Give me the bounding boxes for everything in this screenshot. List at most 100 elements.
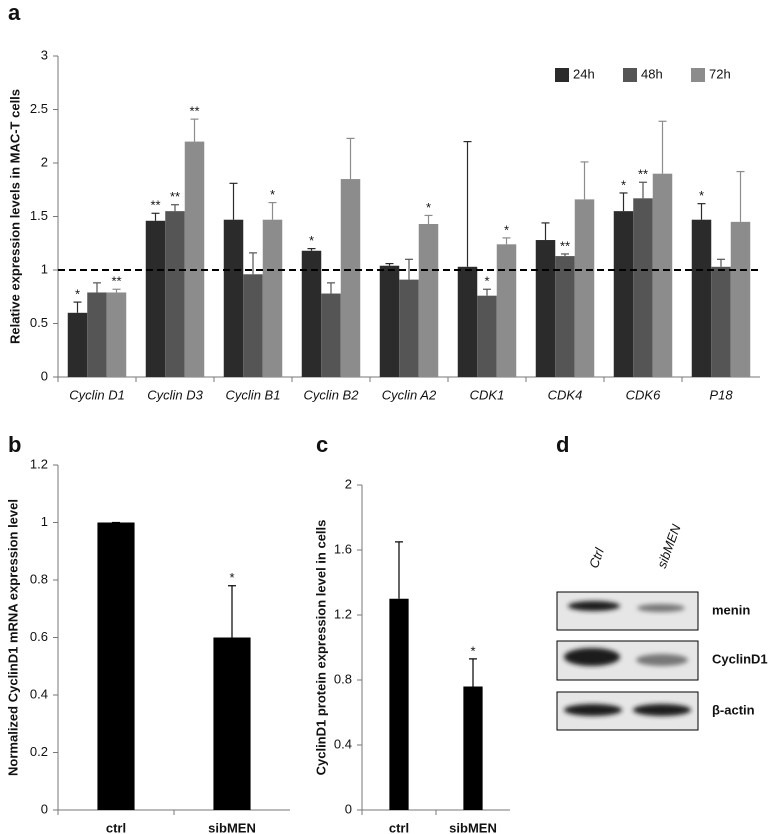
bar (652, 173, 673, 377)
bar (97, 522, 135, 810)
y-tick-label: 0.4 (334, 736, 352, 751)
bar (389, 598, 409, 810)
y-tick-label: 2 (41, 154, 48, 169)
y-axis-label: Relative expression levels in MAC-T cell… (7, 89, 22, 344)
significance-mark: * (270, 187, 275, 202)
panel-label: a (8, 0, 21, 25)
significance-mark: * (484, 274, 489, 289)
y-tick-label: 0.8 (30, 571, 48, 586)
y-tick-label: 0 (41, 368, 48, 383)
x-tick-label: CDK1 (470, 387, 505, 402)
x-tick-label: Cyclin D1 (69, 387, 125, 402)
significance-mark: * (229, 570, 234, 585)
y-tick-label: 1 (41, 514, 48, 529)
significance-mark: * (426, 200, 431, 215)
bar (213, 637, 251, 810)
bar (535, 240, 556, 377)
blot-membrane (556, 591, 699, 731)
bar (633, 198, 653, 377)
legend-label: 72h (709, 66, 731, 81)
bar (301, 250, 322, 377)
y-tick-label: 0 (41, 801, 48, 816)
significance-mark: * (470, 643, 475, 658)
legend-label: 24h (573, 66, 595, 81)
y-tick-label: 3 (41, 47, 48, 62)
y-tick-label: 1.6 (334, 541, 352, 556)
bar (165, 211, 185, 377)
significance-mark: ** (170, 189, 180, 204)
significance-mark: ** (189, 104, 199, 119)
bar (711, 266, 731, 377)
bar (184, 141, 205, 377)
significance-mark: * (309, 233, 314, 248)
legend-swatch (555, 68, 569, 82)
legend-swatch (691, 68, 705, 82)
bar (321, 293, 341, 377)
row-label: menin (712, 602, 750, 617)
y-axis-label: Normalized CyclinD1 mRNA expression leve… (5, 499, 20, 776)
bar (574, 199, 595, 377)
x-tick-label: Cyclin D3 (147, 387, 203, 402)
y-tick-label: 1.5 (30, 208, 48, 223)
bar (730, 221, 751, 377)
panel-label: d (556, 432, 569, 457)
x-tick-label: CDK4 (548, 387, 583, 402)
y-tick-label: 0.6 (30, 629, 48, 644)
bar (145, 220, 166, 377)
x-tick-label: CDK6 (626, 387, 661, 402)
significance-mark: * (699, 188, 704, 203)
y-tick-label: 0.5 (30, 315, 48, 330)
bar (399, 279, 419, 377)
x-tick-label: Cyclin B2 (304, 387, 360, 402)
y-tick-label: 0.2 (30, 744, 48, 759)
bar (613, 211, 634, 377)
bar (67, 312, 88, 377)
y-tick-label: 0.4 (30, 686, 48, 701)
significance-mark: ** (150, 198, 160, 213)
bar (418, 223, 439, 377)
legend-label: 48h (641, 66, 663, 81)
x-tick-label: P18 (709, 387, 733, 402)
y-tick-label: 0.8 (334, 671, 352, 686)
significance-mark: * (504, 222, 509, 237)
panel-label: c (316, 432, 328, 457)
bar (106, 292, 127, 377)
bar (243, 274, 263, 377)
significance-mark: ** (111, 274, 121, 289)
bar (262, 219, 283, 377)
bar (496, 244, 517, 377)
y-tick-label: 1.2 (334, 606, 352, 621)
bar (555, 256, 575, 377)
legend-swatch (623, 68, 637, 82)
x-tick-label: ctrl (106, 820, 126, 834)
row-label: CyclinD1 (712, 651, 768, 666)
bar (379, 265, 400, 377)
x-tick-label: sibMEN (449, 820, 497, 834)
significance-mark: ** (638, 167, 648, 182)
significance-mark: ** (560, 238, 570, 253)
panel-label: b (8, 432, 21, 457)
bar (87, 292, 107, 377)
bar (340, 179, 361, 377)
bar (457, 266, 478, 377)
x-tick-label: sibMEN (208, 820, 256, 834)
y-axis-label: CyclinD1 protein expression level in cel… (313, 520, 328, 776)
x-tick-label: ctrl (389, 820, 409, 834)
y-tick-label: 2 (345, 476, 352, 491)
significance-mark: * (75, 287, 80, 302)
x-tick-label: Cyclin A2 (382, 387, 437, 402)
row-label: β-actin (712, 702, 755, 717)
y-tick-label: 1 (41, 261, 48, 276)
x-tick-label: Cyclin B1 (226, 387, 281, 402)
lane-label: sibMEN (654, 522, 684, 570)
y-tick-label: 2.5 (30, 101, 48, 116)
bar (691, 219, 712, 377)
bar (477, 295, 497, 377)
bar (223, 219, 244, 377)
y-tick-label: 0 (345, 801, 352, 816)
significance-mark: * (621, 177, 626, 192)
lane-label: Ctrl (586, 545, 607, 570)
y-tick-label: 1.2 (30, 456, 48, 471)
